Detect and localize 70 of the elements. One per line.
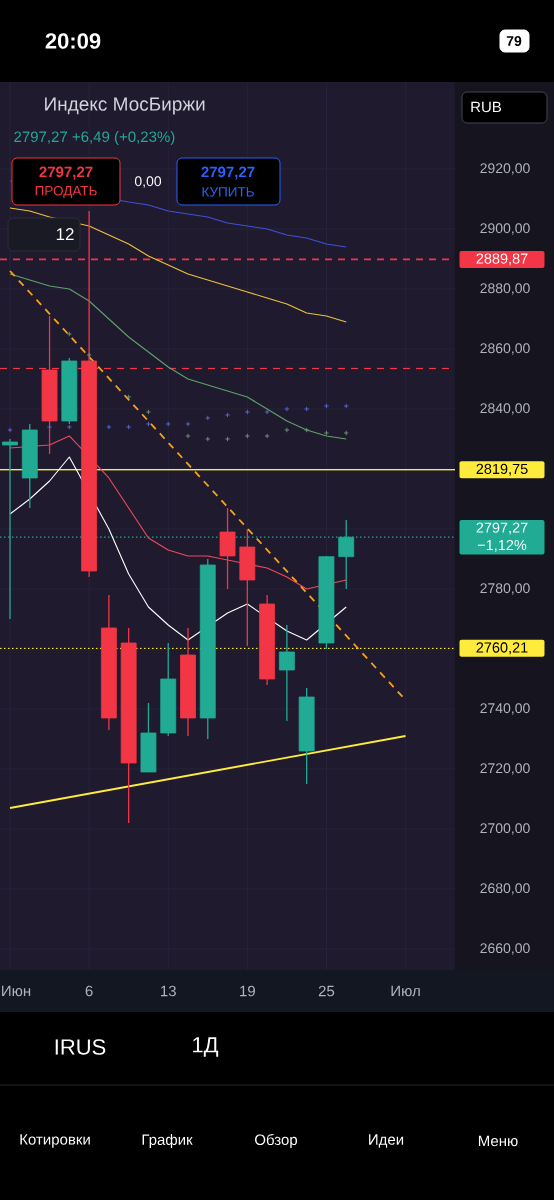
x-tick-label: 6: [85, 985, 93, 997]
point: [343, 403, 349, 409]
point: [185, 433, 191, 439]
y-tick-label: 2840,00: [480, 403, 530, 415]
annotation: КУПИТЬ: [202, 187, 254, 197]
ref-line-label: 2797,27 −1,12%: [476, 522, 528, 552]
text: IRUS: [55, 1039, 106, 1055]
point: [264, 433, 270, 439]
text: 20:09: [45, 33, 101, 49]
x-tick-label: 25: [318, 985, 335, 997]
point: [224, 412, 231, 418]
point: [224, 436, 231, 442]
point: [304, 406, 310, 412]
y-tick-label: 2740,00: [480, 703, 530, 715]
text: Котировки: [20, 1134, 90, 1148]
point: [46, 424, 53, 430]
candlestick: [219, 507, 236, 590]
text: RUB: [471, 101, 502, 113]
point: [145, 409, 152, 415]
y-tick-label: 2700,00: [480, 823, 530, 835]
annotation: 2797,27: [201, 166, 255, 180]
x-tick-label: 19: [240, 985, 255, 997]
y-tick-label: 2720,00: [480, 763, 530, 775]
point: [86, 352, 92, 358]
text: 79: [506, 36, 522, 46]
y-tick-label: 2680,00: [480, 883, 530, 895]
point: [66, 424, 72, 430]
text: График: [142, 1134, 193, 1148]
annotation: ПРОДАТЬ: [35, 185, 97, 199]
point: [145, 421, 152, 427]
x-tick-label: Июн: [2, 985, 31, 997]
annotation: 2797,27: [39, 166, 93, 180]
y-tick-label: 2660,00: [480, 943, 530, 955]
point: [165, 421, 171, 427]
text: Меню: [478, 1135, 518, 1147]
point: [205, 415, 211, 421]
point: [126, 424, 132, 430]
point: [343, 430, 349, 436]
annotation: 12: [56, 228, 74, 240]
text: Индекс МосБиржи: [45, 97, 205, 115]
candlestick: [278, 624, 295, 722]
text: Обзор: [255, 1133, 298, 1149]
ref-line-label: 2889,87: [476, 253, 528, 266]
annotation: 0,00: [134, 176, 162, 188]
point: [284, 427, 290, 433]
point: [264, 409, 270, 415]
point: [106, 424, 112, 430]
text: 1Д: [193, 1037, 219, 1057]
ref-line-label: 2819,75: [476, 463, 528, 476]
text: 2797,27 +6,49 (+0,23%): [14, 131, 175, 145]
text: Идеи: [369, 1134, 404, 1148]
point: [244, 433, 250, 439]
point: [304, 427, 310, 433]
point: [66, 331, 72, 337]
point: [284, 406, 290, 412]
y-tick-label: 2880,00: [480, 283, 530, 295]
x-tick-label: Июл: [391, 985, 420, 997]
ref-line-label: 2760,21: [476, 642, 528, 655]
point: [185, 421, 191, 427]
point: [7, 427, 13, 433]
y-tick-label: 2900,00: [480, 223, 530, 235]
point: [126, 394, 132, 400]
x-tick-label: 13: [161, 985, 176, 997]
point: [323, 403, 330, 409]
y-tick-label: 2860,00: [480, 343, 530, 355]
y-tick-label: 2920,00: [480, 163, 530, 175]
y-tick-label: 2780,00: [480, 583, 530, 595]
point: [244, 409, 250, 415]
point: [205, 436, 211, 442]
point: [323, 430, 330, 436]
